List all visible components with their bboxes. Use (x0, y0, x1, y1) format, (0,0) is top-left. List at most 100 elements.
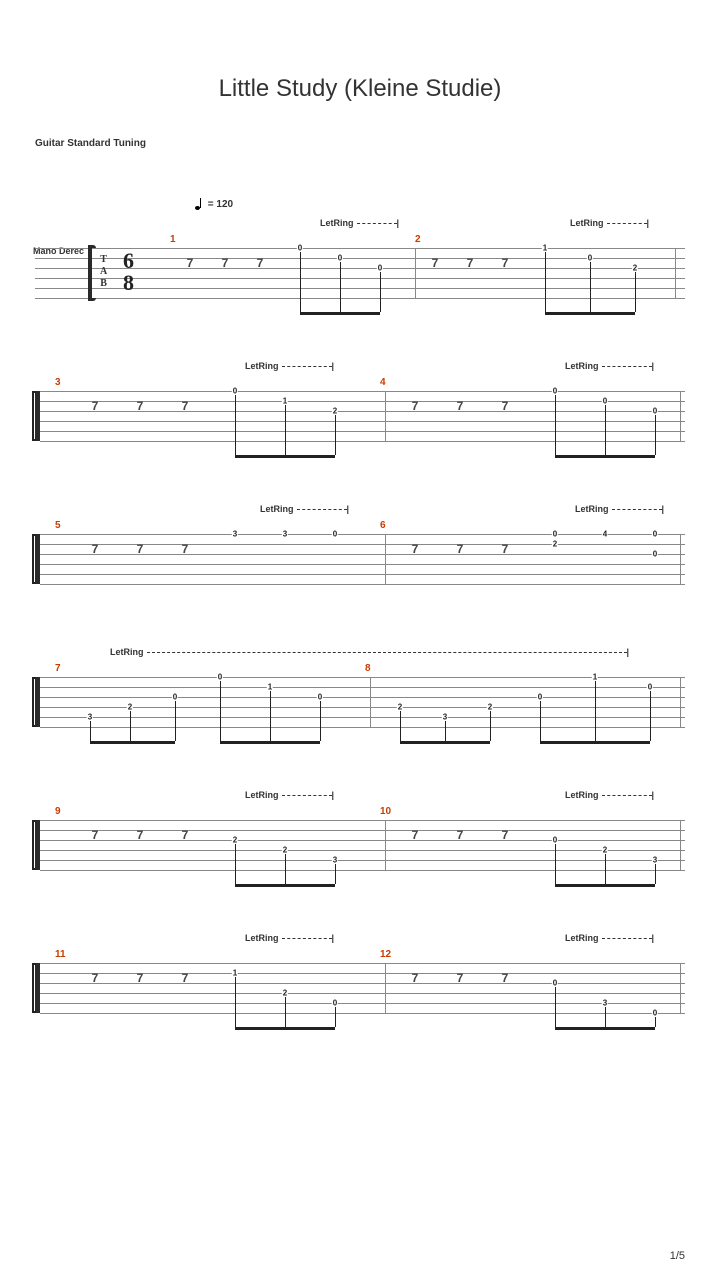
bar-number: 7 (55, 663, 61, 674)
tab-system: LetRing|LetRing|5677733077702400 (35, 504, 685, 599)
stem (655, 864, 656, 884)
bar-number: 9 (55, 806, 61, 817)
barline (385, 963, 386, 1013)
bar-number: 12 (380, 949, 391, 960)
let-ring-marking: LetRing| (245, 933, 336, 943)
stem (555, 844, 556, 884)
barline (680, 820, 681, 870)
eighth-rest: 7 (412, 828, 419, 842)
bar-number: 2 (415, 234, 421, 245)
bar-number: 1 (170, 234, 176, 245)
eighth-rest: 7 (92, 971, 99, 985)
stem (555, 395, 556, 455)
tempo-value: = 120 (208, 199, 233, 210)
stem (175, 701, 176, 741)
barline (680, 391, 681, 441)
eighth-rest: 7 (502, 399, 509, 413)
barline (680, 677, 681, 727)
tab-staff: 777120777030 (35, 963, 685, 1013)
stem (635, 272, 636, 312)
stem (285, 405, 286, 455)
tab-system: LetRing|LetRing|12Mano DerecTAB687770007… (35, 218, 685, 313)
eighth-rest: 7 (222, 256, 229, 270)
stem (655, 1017, 656, 1027)
beam (220, 741, 320, 744)
fret-number: 0 (332, 530, 338, 539)
stem (605, 1007, 606, 1027)
page-number: 1/5 (670, 1250, 685, 1262)
let-ring-marking: LetRing| (565, 933, 656, 943)
stem (220, 681, 221, 741)
beam (235, 884, 335, 887)
beam (545, 312, 635, 315)
stem (545, 252, 546, 312)
beam (555, 455, 655, 458)
stem (235, 844, 236, 884)
eighth-rest: 7 (412, 971, 419, 985)
system-bracket (88, 248, 94, 298)
stem (235, 977, 236, 1027)
eighth-rest: 7 (137, 971, 144, 985)
tuning-label: Guitar Standard Tuning (35, 138, 685, 149)
bar-number: 8 (365, 663, 371, 674)
stem (235, 395, 236, 455)
system-bracket (32, 820, 36, 870)
beam (400, 741, 490, 744)
barline (680, 963, 681, 1013)
score-title: Little Study (Kleine Studie) (35, 75, 685, 103)
let-ring-marking: LetRing| (575, 504, 666, 514)
bar-number: 10 (380, 806, 391, 817)
system-bracket (32, 963, 36, 1013)
let-ring-marking: LetRing| (110, 647, 631, 657)
stem (605, 854, 606, 884)
eighth-rest: 7 (457, 399, 464, 413)
eighth-rest: 7 (502, 542, 509, 556)
let-ring-marking: LetRing| (565, 790, 656, 800)
stem (555, 987, 556, 1027)
barline (385, 820, 386, 870)
stem (300, 252, 301, 312)
eighth-rest: 7 (412, 399, 419, 413)
fret-number: 4 (602, 530, 608, 539)
tab-staff: 320010232010 (35, 677, 685, 727)
tab-staff: 77733077702400 (35, 534, 685, 584)
let-ring-marking: LetRing| (565, 361, 656, 371)
barline (385, 391, 386, 441)
stem (400, 711, 401, 741)
tab-system: LetRing|LetRing|910777223777023 (35, 790, 685, 885)
barline (680, 534, 681, 584)
quarter-note-icon (195, 199, 201, 210)
stem (380, 272, 381, 312)
system-bracket (32, 391, 36, 441)
barline (675, 248, 676, 298)
stem (285, 854, 286, 884)
bar-number: 6 (380, 520, 386, 531)
let-ring-marking: LetRing| (245, 790, 336, 800)
bar-number: 4 (380, 377, 386, 388)
stem (130, 711, 131, 741)
tab-staff: 777012777000 (35, 391, 685, 441)
stem (445, 721, 446, 741)
stem (340, 262, 341, 312)
system-bracket (32, 677, 36, 727)
tab-clef: TAB (100, 254, 107, 290)
eighth-rest: 7 (432, 256, 439, 270)
tab-system: LetRing|LetRing|34777012777000 (35, 361, 685, 456)
stem (590, 262, 591, 312)
beam (555, 884, 655, 887)
fret-number: 3 (282, 530, 288, 539)
beam (235, 1027, 335, 1030)
time-signature: 68 (123, 250, 134, 294)
stem (320, 701, 321, 741)
stem (335, 1007, 336, 1027)
barline (415, 248, 416, 298)
system-bracket (32, 534, 36, 584)
stem (605, 405, 606, 455)
tempo-marking: = 120 (195, 199, 685, 210)
eighth-rest: 7 (137, 542, 144, 556)
fret-number: 0 (652, 550, 658, 559)
eighth-rest: 7 (137, 399, 144, 413)
eighth-rest: 7 (182, 828, 189, 842)
let-ring-marking: LetRing| (245, 361, 336, 371)
stem (595, 681, 596, 741)
